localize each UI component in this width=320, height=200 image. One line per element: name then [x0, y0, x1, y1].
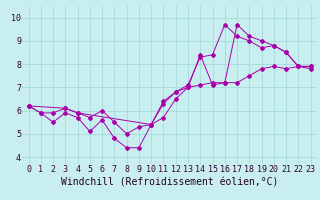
X-axis label: Windchill (Refroidissement éolien,°C): Windchill (Refroidissement éolien,°C) — [61, 177, 278, 187]
